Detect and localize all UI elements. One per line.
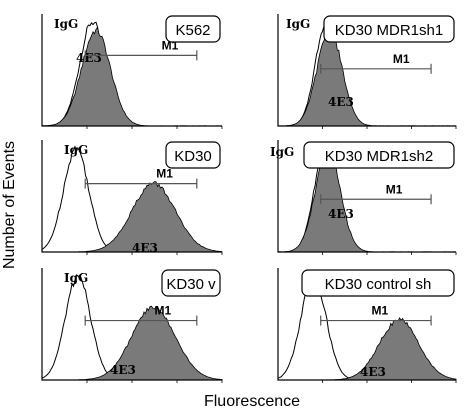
stain-label: 4E3	[110, 363, 136, 377]
sample-badge	[161, 269, 221, 297]
stain-label: 4E3	[360, 365, 386, 379]
panel-axes	[41, 268, 222, 381]
sample-title: KD30 control sh	[325, 276, 432, 293]
m1-label: M1	[154, 304, 171, 318]
panel-axes	[277, 14, 456, 127]
stain-label: 4E3	[328, 207, 354, 221]
panel-axes	[41, 140, 222, 253]
sample-badge	[323, 15, 455, 43]
igg-label: IgG	[270, 145, 294, 159]
sample-title: KD30 v	[166, 276, 216, 293]
panel-axes	[277, 268, 456, 381]
m1-label: M1	[156, 167, 173, 181]
igg-label: IgG	[54, 17, 78, 31]
stain-label: 4E3	[328, 95, 354, 109]
stain-label: 4E3	[132, 241, 158, 255]
sample-badge	[165, 15, 221, 43]
y-axis-label: Number of Events	[1, 141, 18, 269]
histogram-panel: IgG 4E3 M1 KD30 v	[41, 268, 223, 383]
sample-title: KD30 MDR1sh2	[325, 148, 433, 165]
sample-title: KD30 MDR1sh1	[335, 22, 443, 39]
igg-label: IgG	[286, 17, 310, 31]
panel-axes	[41, 14, 222, 127]
x-axis-label: Fluorescence	[204, 393, 300, 410]
m1-label: M1	[393, 52, 410, 66]
sample-title: KD30	[174, 148, 212, 165]
histogram-panel: IgG 4E3 M1 KD30 MDR1sh2	[270, 140, 457, 255]
stain-label: 4E3	[76, 51, 102, 65]
sample-badge	[303, 141, 455, 169]
sample-title: K562	[175, 22, 210, 39]
panel-axes	[277, 140, 456, 253]
sample-badge	[301, 269, 455, 297]
histogram-panel: IgG 4E3 M1 KD30 MDR1sh1	[277, 14, 457, 129]
histogram-panels: IgG 4E3 M1 K562 IgG 4E3 M1 KD30 MDR1sh1 IgG 4E3 M1…	[41, 14, 457, 383]
igg-label: IgG	[64, 143, 88, 157]
m1-label: M1	[372, 304, 389, 318]
m1-label: M1	[386, 182, 403, 196]
igg-label: IgG	[64, 271, 88, 285]
sample-badge	[165, 141, 221, 169]
